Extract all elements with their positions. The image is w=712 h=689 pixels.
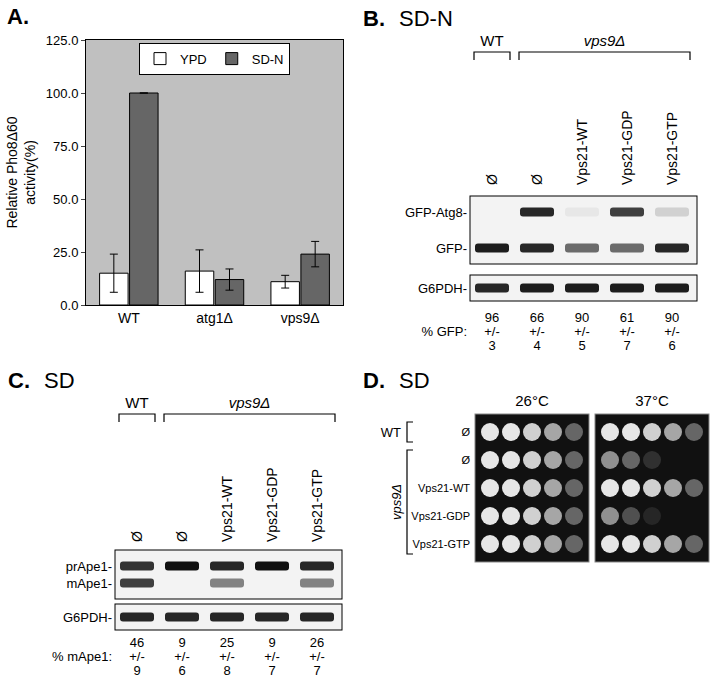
svg-text:5: 5 xyxy=(578,338,585,353)
svg-text:SD: SD xyxy=(44,368,75,393)
svg-text:7: 7 xyxy=(268,663,275,678)
svg-text:Vps21-GDP: Vps21-GDP xyxy=(264,467,280,542)
svg-text:G6PDH-: G6PDH- xyxy=(63,610,112,625)
svg-text:+/-: +/- xyxy=(309,649,325,664)
svg-text:+/-: +/- xyxy=(619,324,635,339)
svg-text:+/-: +/- xyxy=(529,324,545,339)
svg-text:50.0: 50.0 xyxy=(53,192,78,207)
svg-text:+/-: +/- xyxy=(574,324,590,339)
svg-text:+/-: +/- xyxy=(484,324,500,339)
svg-text:SD: SD xyxy=(399,368,430,393)
svg-text:61: 61 xyxy=(620,310,634,325)
svg-text:G6PDH-: G6PDH- xyxy=(418,281,467,296)
svg-text:A.: A. xyxy=(7,4,29,29)
svg-text:Ø: Ø xyxy=(129,531,145,542)
svg-text:Vps21-GDP: Vps21-GDP xyxy=(619,110,635,185)
svg-text:90: 90 xyxy=(665,310,679,325)
svg-text:WT: WT xyxy=(480,32,503,49)
svg-text:Vps21-GTP: Vps21-GTP xyxy=(413,538,470,550)
svg-text:Ø: Ø xyxy=(484,174,500,185)
svg-text:4: 4 xyxy=(533,338,540,353)
svg-text:46: 46 xyxy=(130,635,144,650)
svg-text:Ø: Ø xyxy=(174,531,190,542)
svg-text:Vps21-GTP: Vps21-GTP xyxy=(309,469,325,542)
svg-text:9: 9 xyxy=(178,635,185,650)
svg-text:atg1Δ: atg1Δ xyxy=(196,310,233,326)
svg-text:9: 9 xyxy=(133,663,140,678)
svg-text:26°C: 26°C xyxy=(515,392,549,409)
svg-text:SD-N: SD-N xyxy=(252,52,284,67)
svg-text:37°C: 37°C xyxy=(635,392,669,409)
svg-text:+/-: +/- xyxy=(264,649,280,664)
svg-text:vps9Δ: vps9Δ xyxy=(389,484,404,520)
svg-text:6: 6 xyxy=(668,338,675,353)
svg-text:Ø: Ø xyxy=(461,426,470,438)
svg-text:6: 6 xyxy=(178,663,185,678)
svg-text:0.0: 0.0 xyxy=(60,298,78,313)
svg-text:vps9Δ: vps9Δ xyxy=(281,310,320,326)
svg-text:7: 7 xyxy=(313,663,320,678)
svg-text:WT: WT xyxy=(118,310,140,326)
svg-text:prApe1-: prApe1- xyxy=(66,559,112,574)
svg-text:90: 90 xyxy=(575,310,589,325)
svg-text:GFP-Atg8-: GFP-Atg8- xyxy=(405,205,467,220)
svg-text:25: 25 xyxy=(220,635,234,650)
svg-text:C.: C. xyxy=(8,368,30,393)
svg-text:Ø: Ø xyxy=(461,454,470,466)
svg-text:+/-: +/- xyxy=(664,324,680,339)
svg-text:B.: B. xyxy=(363,6,385,31)
svg-text:125.0: 125.0 xyxy=(46,33,79,48)
svg-text:7: 7 xyxy=(623,338,630,353)
svg-text:75.0: 75.0 xyxy=(53,139,78,154)
svg-text:26: 26 xyxy=(310,635,324,650)
svg-text:25.0: 25.0 xyxy=(53,245,78,260)
svg-text:Ø: Ø xyxy=(529,174,545,185)
svg-text:9: 9 xyxy=(268,635,275,650)
svg-text:% GFP:: % GFP: xyxy=(421,324,467,339)
svg-text:YPD: YPD xyxy=(180,52,207,67)
svg-text:SD-N: SD-N xyxy=(399,6,453,31)
svg-text:vps9Δ: vps9Δ xyxy=(229,394,271,411)
svg-text:3: 3 xyxy=(488,338,495,353)
svg-text:WT: WT xyxy=(125,394,148,411)
svg-text:mApe1-: mApe1- xyxy=(66,576,112,591)
svg-text:66: 66 xyxy=(530,310,544,325)
svg-text:WT: WT xyxy=(381,425,401,440)
svg-text:96: 96 xyxy=(485,310,499,325)
svg-text:+/-: +/- xyxy=(219,649,235,664)
svg-text:Vps21-WT: Vps21-WT xyxy=(574,118,590,185)
svg-text:vps9Δ: vps9Δ xyxy=(584,32,626,49)
svg-text:100.0: 100.0 xyxy=(46,86,79,101)
svg-text:8: 8 xyxy=(223,663,230,678)
svg-text:D.: D. xyxy=(363,368,385,393)
svg-text:+/-: +/- xyxy=(129,649,145,664)
svg-text:Vps21-GDP: Vps21-GDP xyxy=(411,510,470,522)
svg-text:+/-: +/- xyxy=(174,649,190,664)
svg-text:Vps21-GTP: Vps21-GTP xyxy=(664,112,680,185)
svg-text:Vps21-WT: Vps21-WT xyxy=(418,482,470,494)
svg-text:Relative Pho8Δ60activity(%): Relative Pho8Δ60activity(%) xyxy=(4,116,38,228)
svg-text:% mApe1:: % mApe1: xyxy=(52,649,112,664)
svg-text:Vps21-WT: Vps21-WT xyxy=(219,475,235,542)
svg-text:GFP-: GFP- xyxy=(436,241,467,256)
